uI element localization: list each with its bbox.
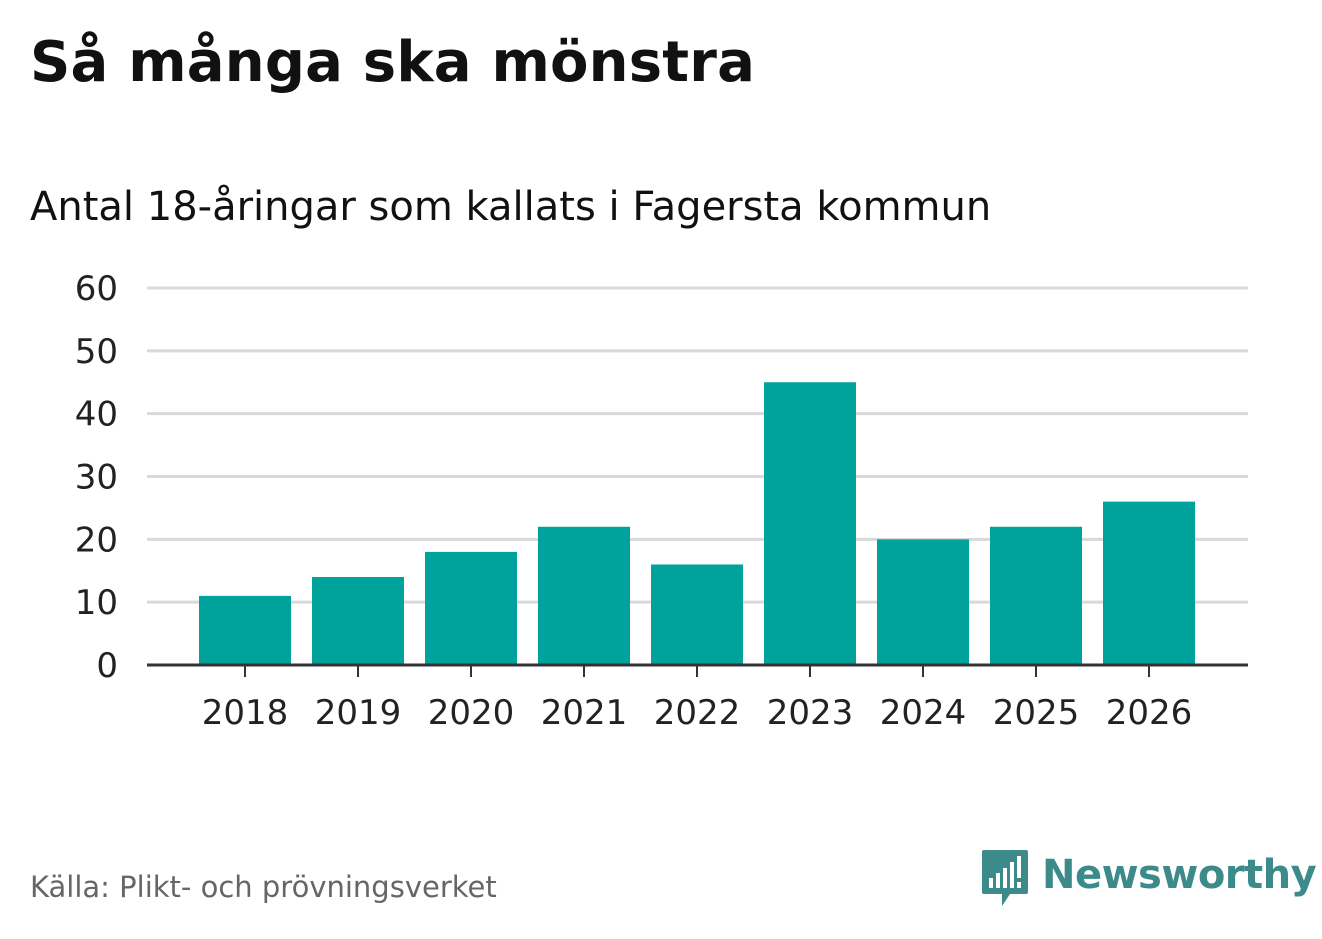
y-tick-label: 50: [75, 332, 118, 372]
chart-subtitle: Antal 18-åringar som kallats i Fagersta …: [30, 184, 992, 230]
y-tick-label: 0: [96, 646, 118, 686]
x-tick-label: 2023: [767, 693, 854, 733]
gridlines: [147, 286, 1248, 604]
x-tick-label: 2019: [315, 693, 402, 733]
bar-2024: [877, 539, 969, 665]
source-note: Källa: Plikt- och prövningsverket: [30, 870, 497, 904]
x-tick-label: 2018: [202, 693, 289, 733]
y-tick-label: 40: [75, 395, 118, 435]
y-tick-label: 10: [75, 583, 118, 623]
y-tick-label: 20: [75, 520, 118, 560]
x-tick-label: 2025: [993, 693, 1080, 733]
bar-2026: [1103, 501, 1195, 665]
y-tick-label: 30: [75, 458, 118, 498]
x-axis: [147, 663, 1248, 677]
brand-name: Newsworthy: [1042, 852, 1317, 898]
newsworthy-logo-icon: [982, 850, 1028, 906]
bar-2021: [538, 526, 630, 665]
x-tick-label: 2021: [541, 693, 628, 733]
chart-title: Så många ska mönstra: [30, 30, 756, 95]
bar-2025: [990, 526, 1082, 665]
bars: [199, 382, 1195, 665]
y-axis-labels: 0 10 20 30 40 50 60: [75, 269, 118, 686]
x-tick-label: 2020: [428, 693, 515, 733]
bar-2018: [199, 595, 291, 665]
newsworthy-logo: Newsworthy: [980, 848, 1317, 910]
x-tick-label: 2026: [1106, 693, 1193, 733]
bar-2020: [425, 551, 517, 665]
x-axis-labels: 2018 2019 2020 2021 2022 2023 2024 2025 2026: [202, 693, 1193, 733]
bar-2019: [312, 577, 404, 665]
bar-2022: [651, 564, 743, 665]
x-tick-label: 2022: [654, 693, 741, 733]
bar-2023: [764, 382, 856, 665]
y-tick-label: 60: [75, 269, 118, 309]
x-tick-label: 2024: [880, 693, 967, 733]
